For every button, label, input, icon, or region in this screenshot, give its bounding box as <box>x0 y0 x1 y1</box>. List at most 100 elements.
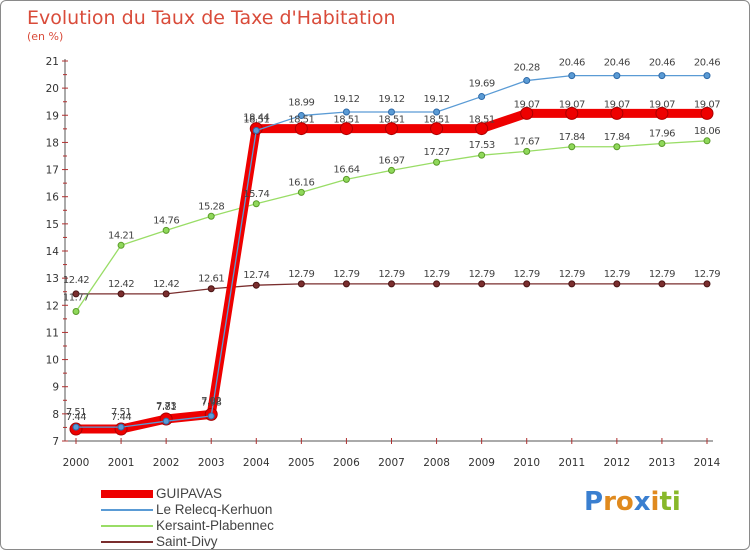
y-tick-label: 21 <box>46 56 59 68</box>
data-label: 12.79 <box>424 269 450 280</box>
data-point <box>162 417 170 425</box>
series-le-relecq-kerhuon <box>72 72 711 431</box>
data-label: 20.46 <box>559 58 585 69</box>
y-tick-label: 15 <box>46 219 59 231</box>
data-point <box>72 423 80 431</box>
data-label: 16.16 <box>288 177 314 188</box>
data-point <box>568 143 576 151</box>
data-label: 12.79 <box>333 269 359 280</box>
data-point <box>478 151 486 159</box>
y-tick-label: 19 <box>46 110 59 122</box>
data-label: 18.51 <box>288 115 314 126</box>
data-point <box>703 137 711 145</box>
data-label: 19.07 <box>694 99 720 110</box>
data-label: 18.51 <box>469 115 495 126</box>
data-point <box>117 290 125 298</box>
data-point <box>523 280 531 288</box>
data-label: 17.27 <box>424 147 450 158</box>
y-tick-label: 12 <box>46 300 59 312</box>
data-label: 19.07 <box>649 99 675 110</box>
legend-label: Saint-Divy <box>156 534 218 549</box>
data-point <box>568 280 576 288</box>
data-label: 20.46 <box>604 58 630 69</box>
logo-letter: i <box>671 487 681 517</box>
data-label: 7.92 <box>201 396 221 407</box>
data-label: 17.84 <box>559 132 585 143</box>
legend-label: Kersaint-Plabennec <box>156 518 274 533</box>
data-label: 15.74 <box>243 189 269 200</box>
data-point <box>475 122 489 136</box>
data-point <box>523 147 531 155</box>
data-point <box>703 72 711 80</box>
data-point <box>655 106 669 120</box>
legend: GUIPAVAS Le Relecq-Kerhuon Kersaint-Plaben… <box>101 486 401 549</box>
data-label: 18.51 <box>333 115 359 126</box>
data-label: 7.73 <box>156 401 176 412</box>
data-point <box>613 143 621 151</box>
data-label: 17.67 <box>514 136 540 147</box>
data-point <box>342 175 350 183</box>
data-label: 12.79 <box>469 269 495 280</box>
data-point <box>523 77 531 85</box>
data-label: 12.79 <box>514 269 540 280</box>
data-label: 12.42 <box>108 279 134 290</box>
logo-letter: r <box>603 487 616 517</box>
data-label: 20.46 <box>649 58 675 69</box>
data-point <box>433 280 441 288</box>
data-label: 12.79 <box>288 269 314 280</box>
data-point <box>252 126 260 134</box>
data-label: 18.06 <box>694 126 720 137</box>
data-label: 19.12 <box>378 94 404 105</box>
legend-entry: Le Relecq-Kerhuon <box>101 502 401 518</box>
data-label: 19.07 <box>604 99 630 110</box>
data-label: 7.44 <box>66 412 86 423</box>
data-point <box>252 281 260 289</box>
data-label: 7.51 <box>66 407 86 418</box>
y-tick-label: 7 <box>52 436 59 448</box>
data-point <box>207 412 215 420</box>
data-point <box>700 106 714 120</box>
data-label: 12.79 <box>649 269 675 280</box>
data-label: 7.51 <box>111 407 131 418</box>
data-point <box>117 423 125 431</box>
data-point <box>430 122 444 136</box>
data-label: 19.07 <box>559 99 585 110</box>
data-label: 12.42 <box>153 279 179 290</box>
y-tick-label: 14 <box>46 246 60 258</box>
x-tick-label: 2009 <box>468 457 495 469</box>
data-point <box>252 200 260 208</box>
x-tick-label: 2004 <box>243 457 270 469</box>
data-label: 19.12 <box>333 94 359 105</box>
legend-label: GUIPAVAS <box>156 486 223 501</box>
data-label: 7.44 <box>111 412 131 423</box>
data-label: 18.51 <box>424 115 450 126</box>
data-point <box>568 72 576 80</box>
data-point <box>433 108 441 116</box>
data-point <box>342 280 350 288</box>
data-label: 14.76 <box>153 215 179 226</box>
data-point <box>388 108 395 116</box>
data-label: 12.79 <box>604 269 630 280</box>
data-label: 14.21 <box>108 230 134 241</box>
data-point <box>613 280 621 288</box>
x-tick-label: 2001 <box>108 457 135 469</box>
data-label: 18.51 <box>378 115 404 126</box>
y-tick-label: 16 <box>46 192 60 204</box>
x-tick-label: 2008 <box>423 457 450 469</box>
x-tick-label: 2012 <box>603 457 630 469</box>
data-point <box>658 140 666 148</box>
line-chart: 7 8 9 10 11 12 13 14 15 16 17 18 19 20 21 2000 2001 2002 2… <box>46 56 721 469</box>
data-label: 12.79 <box>378 269 404 280</box>
data-point <box>433 158 441 166</box>
series-saint-divy <box>72 280 711 298</box>
data-point <box>297 280 305 288</box>
data-label: 19.12 <box>424 94 450 105</box>
legend-swatch <box>101 509 153 511</box>
y-tick-label: 9 <box>52 382 59 394</box>
data-label: 12.42 <box>63 275 89 286</box>
y-tick-label: 13 <box>46 273 59 285</box>
x-tick-label: 2007 <box>378 457 405 469</box>
data-label: 18.44 <box>243 112 269 123</box>
proxiti-logo: Proxiti <box>584 487 681 517</box>
